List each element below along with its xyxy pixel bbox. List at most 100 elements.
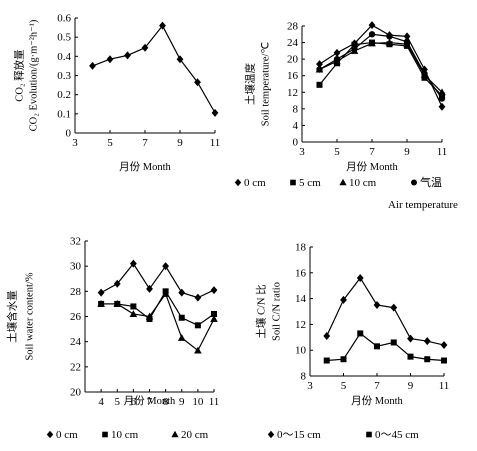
x-axis-title: 月份 Month — [124, 395, 176, 407]
data-point-diamond — [403, 32, 411, 41]
chart-panel-1: 0 0.1 0.2 0.3 0.4 0.5 0.6 3 5 7 9 11 CO₂ 释放量 CO₂ Evol… — [12, 13, 220, 174]
data-point-diamond — [368, 21, 376, 30]
data-point-diamond — [97, 288, 105, 297]
x-tick-label: 7 — [374, 380, 380, 392]
data-point-circle — [403, 38, 411, 45]
y-axis-title-en: Soil C/N ratio — [271, 282, 282, 341]
data-point-square — [194, 322, 201, 329]
data-point-circle — [421, 70, 428, 77]
legend-label-1: 0 cm — [244, 177, 266, 189]
data-point-diamond — [194, 78, 201, 87]
data-point-circle — [316, 66, 323, 73]
data-point-diamond — [438, 102, 446, 111]
series-line-1 — [92, 24, 216, 114]
y-tick-label: 12 — [295, 319, 306, 331]
y-tick-label: 16 — [295, 267, 307, 279]
legend-label-1: 0 cm — [56, 429, 78, 441]
series-line-1 — [100, 262, 215, 299]
data-point-triangle — [368, 39, 376, 47]
data-point-triangle — [161, 289, 170, 297]
y-tick-label: 0.2 — [57, 89, 71, 101]
data-point-diamond — [333, 48, 341, 57]
y-tick-label: 12 — [287, 87, 298, 99]
legend-marker-diamond — [46, 430, 54, 439]
series-line-1 — [326, 276, 445, 346]
legend-marker-circle — [411, 179, 417, 186]
x-axis-title: 月份 Month — [351, 395, 403, 407]
y-axis-title-cn: 土壤含水量 — [5, 290, 18, 343]
y-tick-label: 0.5 — [57, 32, 71, 44]
data-point-triangle — [194, 346, 202, 354]
data-point-diamond — [323, 332, 331, 341]
x-tick-label: 5 — [341, 380, 347, 392]
data-point-diamond — [390, 303, 398, 312]
data-point-diamond — [141, 43, 149, 52]
y-tick-label: 8 — [293, 103, 299, 115]
data-point-diamond — [162, 262, 170, 271]
legend-label-4-line2: Air temperature — [388, 199, 458, 211]
x-tick-label: 3 — [72, 137, 78, 149]
legend-marker-square — [102, 431, 108, 438]
data-point-square — [340, 356, 347, 363]
data-point-diamond — [129, 259, 137, 268]
x-tick-label: 11 — [209, 396, 220, 408]
legend-marker-square — [290, 179, 296, 186]
y-axis-title-cn: 土壤 C/N 比 — [254, 284, 267, 338]
legend-label-2: 10 cm — [111, 429, 139, 441]
data-point-diamond — [113, 279, 121, 288]
data-point-diamond — [440, 341, 448, 350]
data-point-square — [211, 310, 217, 317]
data-point-circle — [386, 33, 393, 40]
data-point-triangle — [113, 300, 122, 307]
x-tick-label: 5 — [334, 146, 340, 158]
data-point-diamond — [356, 273, 364, 282]
data-point-diamond — [210, 286, 218, 295]
data-point-square — [351, 41, 358, 48]
y-axis-title-en: Soil water content/% — [24, 272, 35, 360]
x-axis-title: 月份 Month — [119, 161, 171, 173]
chart-panel-3: 20 22 24 26 28 30 32 4 5 6 7 8 9 10 11 土壤含水量 Soil water … — [5, 236, 219, 442]
data-point-circle — [351, 45, 358, 52]
data-point-diamond — [176, 55, 184, 64]
data-point-diamond — [316, 60, 323, 69]
legend-label-2: 0～45 cm — [375, 429, 419, 441]
chart-panel-4: 8 10 12 14 16 18 3 5 7 9 11 土壤 C/N 比 Soil C/N ratio 月… — [254, 242, 449, 442]
x-tick-label: 7 — [142, 137, 148, 149]
legend-marker-diamond — [267, 430, 275, 439]
data-point-circle — [333, 55, 341, 63]
data-point-diamond — [159, 21, 166, 30]
x-tick-label: 10 — [192, 396, 204, 408]
y-tick-label: 20 — [70, 387, 82, 399]
data-point-triangle — [210, 315, 218, 323]
legend-marker-diamond — [234, 178, 242, 187]
y-tick-label: 28 — [287, 21, 299, 33]
data-point-diamond — [89, 61, 96, 70]
y-tick-label: 0.1 — [57, 108, 71, 120]
series-line-1 — [319, 24, 443, 108]
y-axis-title-en: Soil temperature/℃ — [260, 42, 271, 127]
data-point-diamond — [146, 284, 153, 293]
y-tick-label: 32 — [70, 236, 81, 248]
x-tick-label: 9 — [177, 137, 183, 149]
data-point-diamond — [211, 108, 219, 117]
data-point-diamond — [373, 301, 381, 310]
data-point-triangle — [438, 88, 446, 96]
legend-label-1: 0～15 cm — [277, 429, 321, 441]
data-point-diamond — [423, 337, 431, 346]
data-point-triangle — [97, 300, 105, 307]
data-point-diamond — [124, 51, 131, 60]
data-point-square — [357, 330, 364, 337]
data-point-square — [390, 339, 397, 346]
y-tick-label: 8 — [301, 371, 307, 383]
y-tick-label: 18 — [295, 242, 307, 254]
x-tick-label: 9 — [408, 380, 414, 392]
data-point-diamond — [407, 334, 414, 343]
legend-label-3: 10 cm — [349, 177, 377, 189]
legend-marker-triangle — [339, 178, 347, 186]
legend-label-2: 5 cm — [299, 177, 321, 189]
x-tick-label: 11 — [210, 137, 221, 149]
y-tick-label: 10 — [295, 345, 307, 357]
x-tick-label: 5 — [115, 396, 121, 408]
y-tick-label: 24 — [287, 37, 299, 49]
